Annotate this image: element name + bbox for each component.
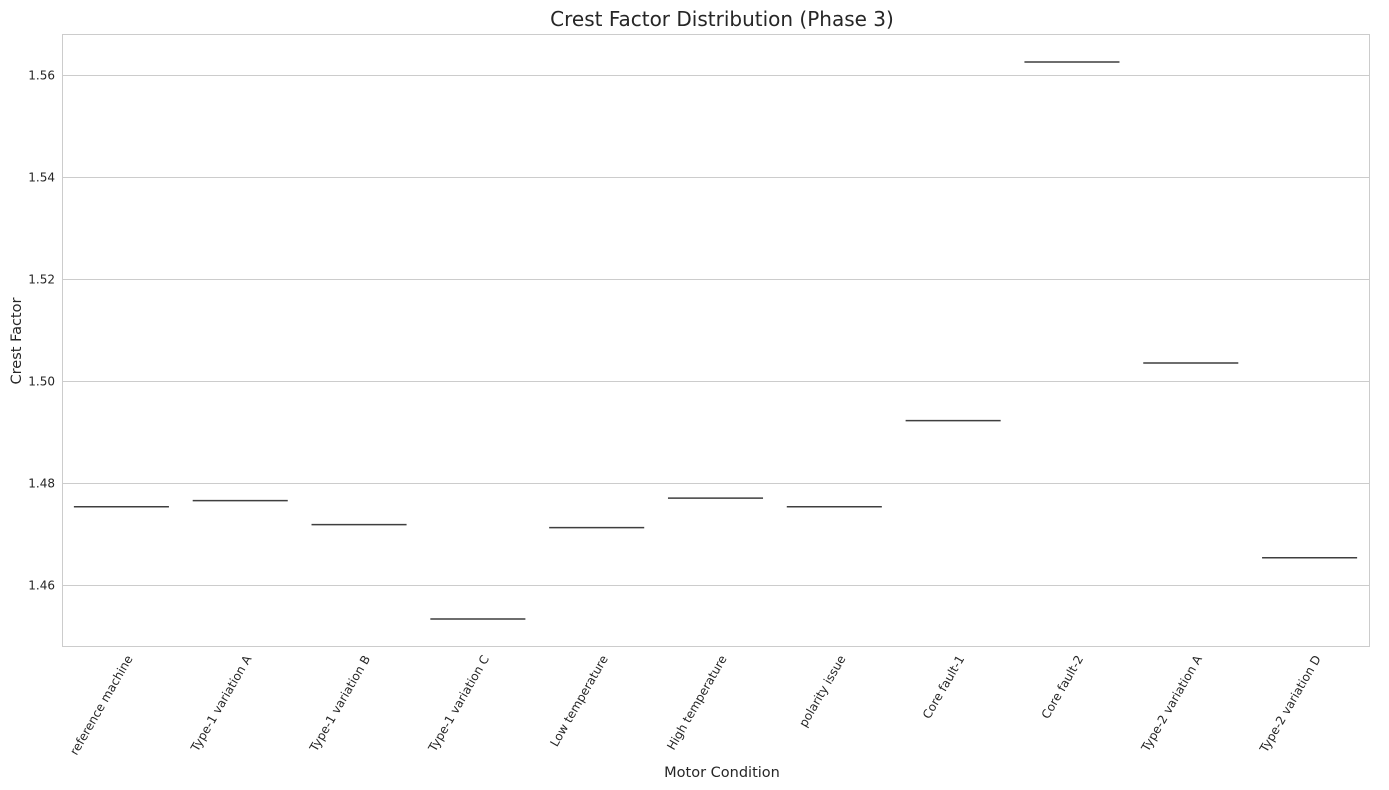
x-axis-label: Motor Condition	[664, 765, 780, 781]
x-tick-label: polarity issue	[796, 653, 848, 730]
box-marks	[73, 61, 1358, 620]
y-tick-label: 1.52	[28, 273, 55, 287]
x-tick-label: High temperature	[664, 653, 730, 753]
chart-title: Crest Factor Distribution (Phase 3)	[550, 7, 894, 31]
y-axis-label: Crest Factor	[9, 298, 25, 385]
x-tick-label: Core fault-2	[1039, 653, 1087, 721]
y-tick-label: 1.46	[28, 579, 55, 593]
y-tick-label: 1.54	[28, 171, 55, 185]
x-tick-label: Type-1 variation C	[425, 653, 492, 755]
x-tick-label: Type-1 variation B	[306, 653, 373, 755]
y-tick-label: 1.50	[28, 375, 55, 389]
x-axis-ticks: reference machine Type-1 variation A Type-…	[67, 652, 1324, 757]
y-tick-label: 1.56	[28, 69, 55, 83]
x-tick-label: Type-2 variation D	[1256, 653, 1323, 756]
grid-lines	[62, 75, 1369, 586]
x-tick-label: Core fault-1	[920, 653, 968, 721]
x-tick-label: reference machine	[67, 653, 135, 758]
x-tick-label: Type-1 variation A	[188, 652, 255, 754]
y-tick-label: 1.48	[28, 477, 55, 491]
x-tick-label: Type-2 variation A	[1138, 652, 1205, 754]
plot-frame	[62, 34, 1370, 647]
y-axis-ticks: 1.46 1.48 1.50 1.52 1.54 1.56	[28, 69, 55, 593]
x-tick-label: Low temperature	[547, 653, 611, 749]
